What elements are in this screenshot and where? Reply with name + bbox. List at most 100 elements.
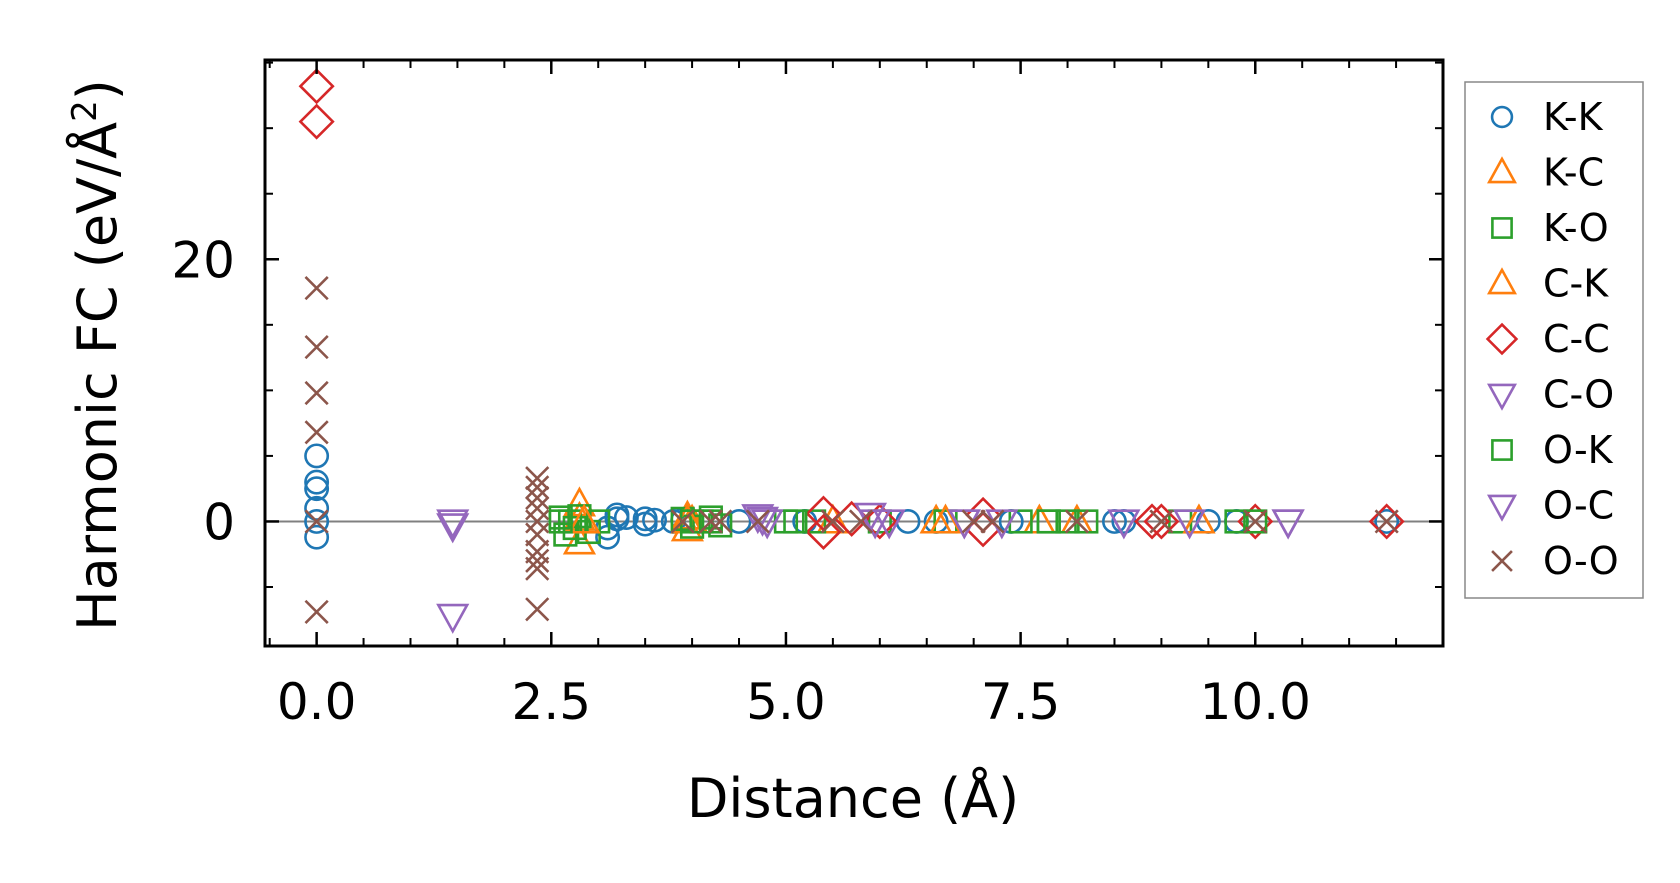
data-point — [1243, 509, 1268, 534]
legend: K-K K-C K-O C-K C-C C-O O-K O-C O-O — [1464, 81, 1644, 599]
legend-item: K-C — [1486, 151, 1604, 195]
legend-label: O-O — [1543, 539, 1619, 583]
x-axis-title: Distance (Å) — [687, 766, 1019, 830]
legend-item: C-O — [1486, 373, 1614, 417]
data-point — [304, 524, 330, 550]
data-point — [1149, 509, 1174, 534]
y-axis-title-superscript: 2 — [65, 100, 105, 122]
data-point — [861, 503, 898, 540]
data-point — [1133, 503, 1171, 540]
data-point — [670, 509, 695, 534]
data-point — [304, 495, 330, 521]
legend-marker — [1490, 105, 1514, 129]
legend-marker — [1486, 383, 1518, 411]
data-point — [1036, 509, 1061, 534]
data-point — [436, 603, 470, 634]
legend-item: O-K — [1491, 428, 1614, 472]
data-point — [304, 509, 329, 534]
data-point — [848, 509, 874, 534]
legend-marker — [1491, 550, 1513, 572]
legend-marker — [1486, 156, 1518, 184]
data-point — [726, 508, 752, 534]
legend-item: K-K — [1490, 95, 1604, 139]
data-point — [562, 524, 597, 555]
data-point — [304, 335, 329, 360]
data-point — [298, 103, 335, 140]
data-point — [858, 509, 892, 540]
y-axis-title-tail: ) — [66, 79, 129, 100]
data-point — [304, 443, 330, 469]
data-point — [525, 539, 550, 564]
data-point — [1374, 508, 1400, 534]
data-point — [820, 509, 845, 534]
data-point — [1143, 503, 1180, 540]
legend-label: K-C — [1543, 151, 1604, 195]
plot-area — [265, 68, 1443, 634]
legend-label: O-C — [1543, 484, 1614, 528]
series-o-o — [304, 276, 1399, 624]
data-point — [1271, 509, 1305, 540]
y-tick-label: 0 — [203, 493, 235, 551]
data-point — [304, 508, 330, 534]
data-point — [525, 597, 550, 622]
data-point — [525, 466, 550, 491]
data-point — [1374, 509, 1399, 534]
axes: 0.0 2.5 5.0 7.5 10.0 0 20 — [171, 58, 1445, 731]
data-point — [548, 509, 573, 534]
x-tick-label: 0.0 — [277, 673, 357, 731]
data-point — [525, 485, 550, 510]
y-axis-title: Harmonic FC (eV/Å2) — [65, 79, 129, 631]
data-point — [698, 509, 723, 534]
data-point — [304, 380, 329, 406]
data-point — [525, 475, 550, 500]
x-tick-label: 10.0 — [1200, 673, 1311, 731]
legend-label: K-O — [1543, 206, 1609, 250]
data-point — [525, 556, 550, 581]
legend-label: C-O — [1543, 373, 1614, 417]
data-point — [708, 509, 733, 534]
data-point — [961, 509, 986, 534]
legend-marker — [1486, 494, 1518, 522]
data-point — [436, 513, 470, 544]
data-point — [642, 507, 667, 533]
data-point — [1368, 503, 1405, 540]
legend-label: C-C — [1543, 317, 1610, 361]
x-tick-label: 2.5 — [512, 673, 592, 731]
data-point — [525, 548, 550, 573]
data-point — [1182, 503, 1216, 534]
axes-frame — [263, 58, 1445, 648]
data-point — [1243, 509, 1268, 534]
data-point — [783, 509, 808, 534]
data-point — [304, 276, 329, 301]
data-point — [928, 503, 963, 534]
data-point — [436, 509, 470, 540]
data-point — [1172, 509, 1207, 540]
x-tick-label: 5.0 — [746, 673, 826, 731]
y-tick-label: 20 — [171, 231, 235, 289]
data-point — [708, 513, 733, 538]
data-point — [298, 68, 335, 105]
legend-label: O-K — [1543, 428, 1614, 472]
data-point — [802, 509, 827, 534]
data-point — [604, 502, 630, 528]
data-point — [525, 522, 550, 547]
y-axis-title-main: Harmonic FC (eV/Å — [65, 122, 129, 631]
data-point — [1224, 509, 1249, 534]
legend-item: C-C — [1485, 317, 1610, 361]
data-point — [304, 420, 329, 445]
legend-marker — [1486, 267, 1518, 295]
data-point — [1107, 509, 1141, 540]
data-point — [553, 522, 578, 547]
legend-item: K-O — [1491, 206, 1609, 250]
data-point — [741, 504, 775, 535]
legend-item: O-C — [1486, 484, 1614, 528]
data-point — [805, 513, 842, 550]
data-point — [567, 503, 601, 534]
data-point — [745, 509, 770, 534]
legend-marker — [1491, 217, 1513, 239]
data-point — [304, 476, 330, 502]
legend-box — [1464, 81, 1644, 599]
data-point — [304, 469, 330, 495]
